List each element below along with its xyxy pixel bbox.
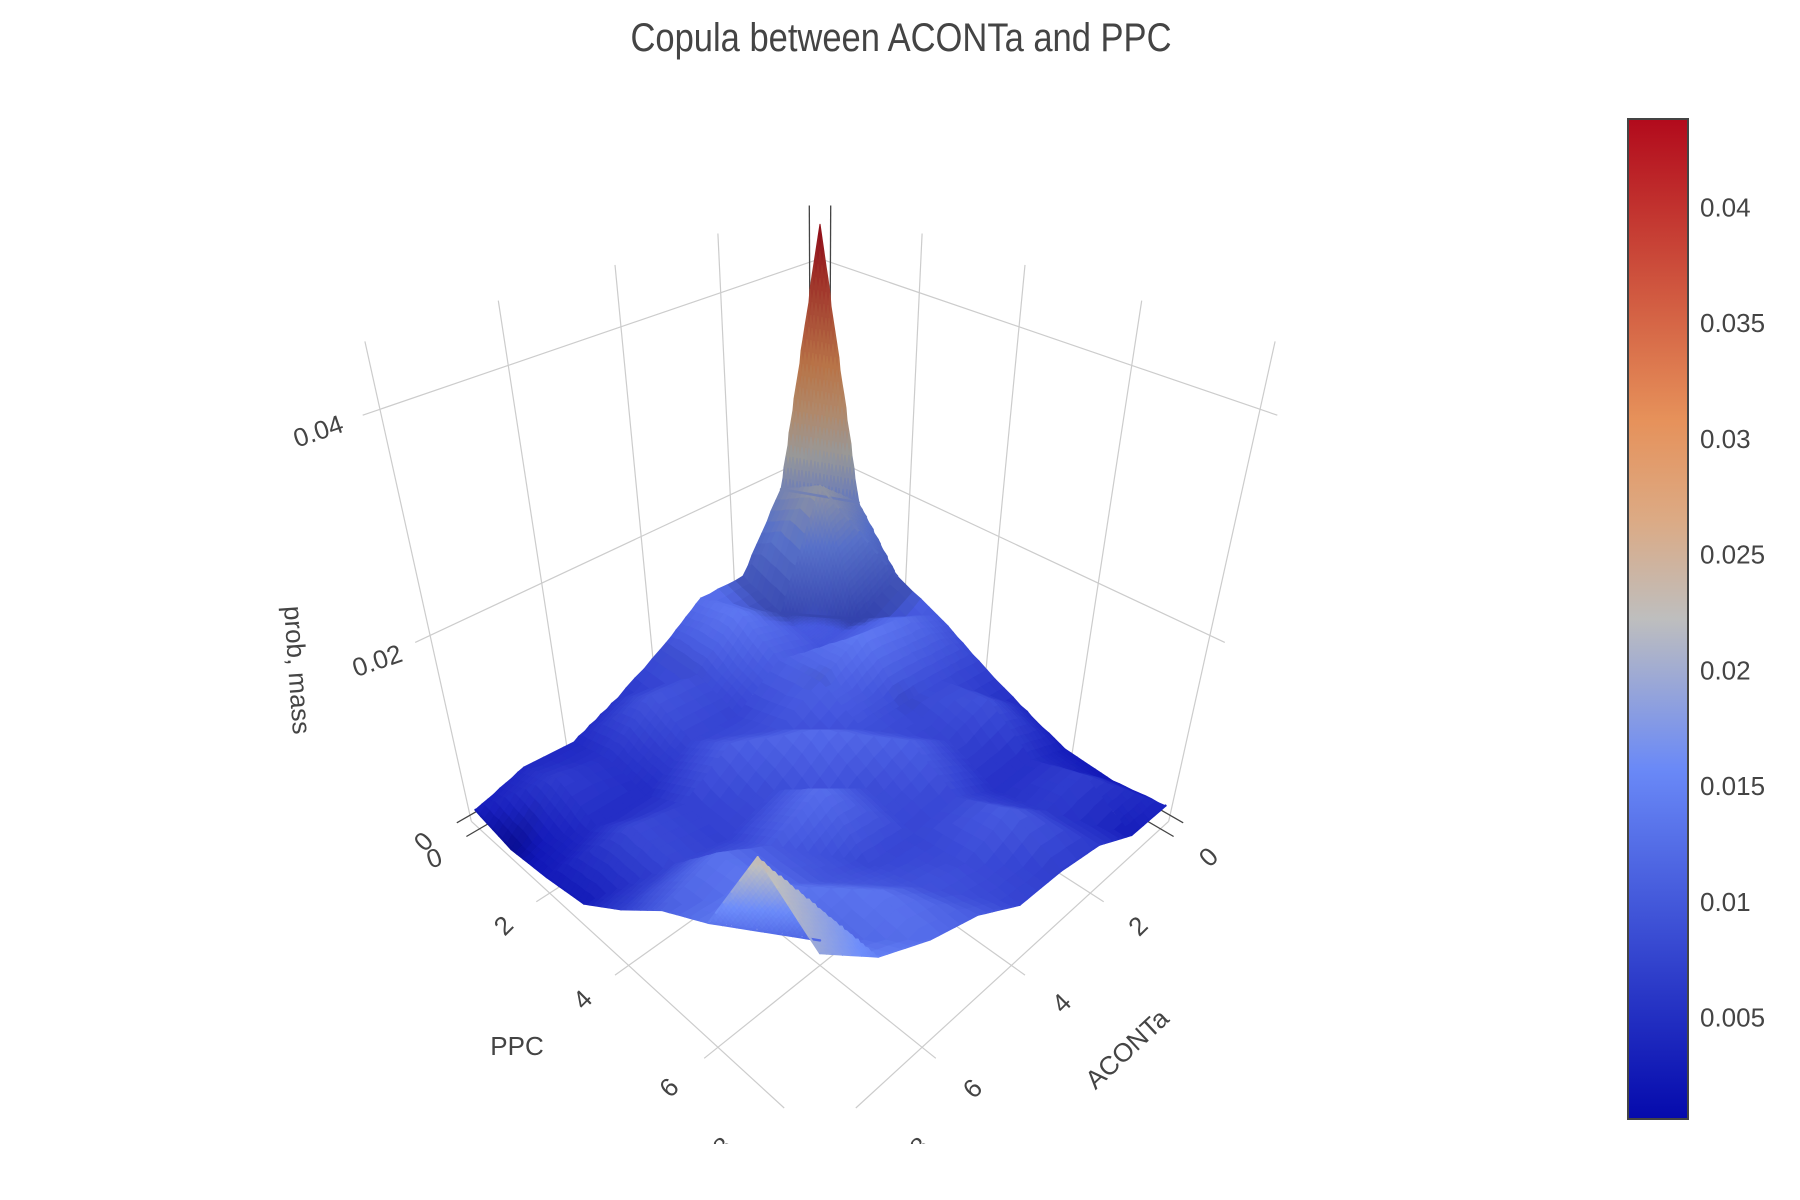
svg-text:0.005: 0.005 — [1700, 1003, 1765, 1033]
svg-text:PPC: PPC — [490, 1031, 543, 1061]
svg-text:0.035: 0.035 — [1700, 308, 1765, 338]
svg-text:0.025: 0.025 — [1700, 540, 1765, 570]
svg-text:0.02: 0.02 — [1700, 655, 1751, 685]
svg-text:0.015: 0.015 — [1700, 771, 1765, 801]
svg-text:0.04: 0.04 — [1700, 193, 1751, 223]
svg-text:0.01: 0.01 — [1700, 887, 1751, 917]
svg-text:0.03: 0.03 — [1700, 424, 1751, 454]
svg-text:Copula between ACONTa and PPC: Copula between ACONTa and PPC — [631, 16, 1172, 60]
